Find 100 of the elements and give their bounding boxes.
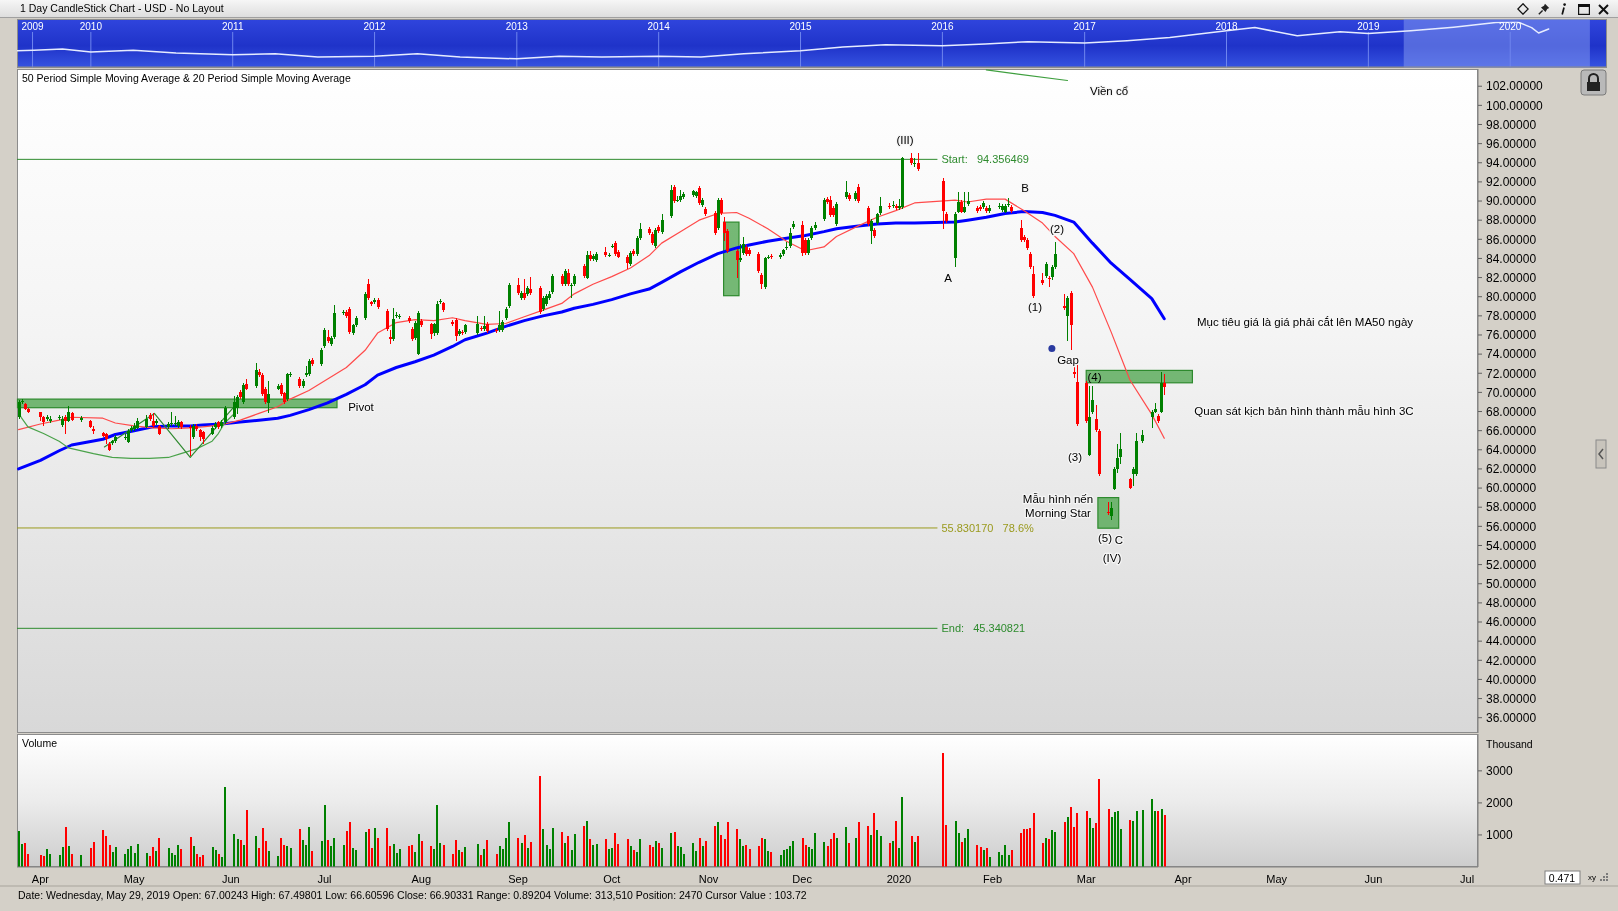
bar — [651, 847, 654, 867]
candlestick — [1107, 502, 1110, 515]
y-tick-label: 38.00000 — [1486, 691, 1537, 706]
bar — [224, 786, 227, 867]
bar — [386, 827, 389, 867]
bar — [195, 854, 198, 867]
bar — [529, 842, 532, 867]
x-tick-label: May — [123, 872, 145, 885]
bar — [870, 834, 873, 867]
bar — [18, 830, 20, 867]
ref-line-label: End: 45.340821 — [941, 622, 1026, 635]
bar — [520, 842, 523, 867]
bar — [792, 841, 795, 867]
chart-title: Volume — [22, 737, 58, 749]
annotation: Pivot — [348, 400, 375, 413]
bar — [1135, 811, 1138, 867]
y-tick-label: 80.00000 — [1486, 289, 1537, 304]
y-tick-label: 70.00000 — [1486, 385, 1537, 400]
bar — [199, 857, 202, 867]
bar — [1076, 813, 1079, 867]
bar — [614, 833, 617, 867]
x-tick-label: 2017 — [1073, 21, 1097, 32]
chart-title: 50 Period Simple Moving Average & 20 Period Simple Moving Average — [22, 72, 351, 84]
bar — [245, 810, 248, 867]
bar — [867, 825, 870, 867]
bar — [189, 836, 192, 867]
bar — [832, 833, 835, 867]
bar — [255, 835, 258, 867]
y-tick-label: 36.00000 — [1486, 710, 1537, 725]
y-tick-label: 72.00000 — [1486, 366, 1537, 381]
bar — [167, 848, 170, 867]
bar — [604, 838, 607, 867]
y-tick-label: 76.00000 — [1486, 328, 1537, 343]
bar — [46, 849, 49, 867]
bar — [854, 838, 857, 867]
x-tick-label: 2011 — [221, 21, 244, 32]
bar — [895, 820, 898, 867]
x-tick-label: 2015 — [789, 21, 813, 32]
annotation: Mẫu hình nến Morning Star — [1022, 493, 1094, 519]
bar — [526, 847, 529, 867]
bar — [420, 840, 423, 867]
bar — [848, 842, 851, 867]
bar — [764, 839, 767, 867]
ref-line-label: 55.830170 78.6% — [941, 521, 1035, 534]
y-tick-label: 42.00000 — [1486, 653, 1537, 668]
bar — [626, 839, 629, 867]
annotation: (5) — [1097, 532, 1113, 545]
y-tick-label: 94.00000 — [1486, 156, 1537, 171]
bar — [701, 846, 704, 867]
bar — [879, 835, 882, 867]
bar — [42, 856, 45, 867]
bar — [692, 842, 695, 867]
bar — [267, 850, 270, 867]
bar — [845, 827, 848, 867]
candlestick — [170, 412, 173, 426]
y-tick-label: 84.00000 — [1486, 251, 1537, 266]
x-tick-label: Aug — [411, 872, 432, 885]
bar — [1054, 832, 1057, 867]
bar — [539, 775, 542, 867]
bar — [136, 843, 139, 867]
y-tick-label: 90.00000 — [1486, 194, 1537, 209]
y-tick-label: 88.00000 — [1486, 213, 1537, 228]
bar — [1020, 833, 1023, 867]
bar — [698, 837, 701, 867]
bar — [111, 851, 114, 867]
bar — [542, 829, 545, 867]
y-tick-label: 68.00000 — [1486, 404, 1537, 419]
bar — [608, 849, 611, 867]
bar — [892, 840, 895, 867]
bar — [857, 822, 860, 867]
bar — [408, 846, 411, 867]
bar — [377, 838, 380, 867]
bar — [517, 837, 520, 867]
bar — [1141, 809, 1144, 867]
bar — [211, 847, 214, 867]
y-tick-label: 96.00000 — [1486, 136, 1537, 151]
bar — [629, 846, 632, 867]
y-tick-label: 48.00000 — [1486, 596, 1537, 611]
bar — [583, 825, 586, 867]
annotation: (1) — [1027, 301, 1043, 313]
annotation: Viền cổ — [1089, 84, 1129, 97]
x-tick-label: Apr — [31, 872, 50, 885]
bar — [661, 847, 664, 867]
bar — [917, 836, 920, 867]
y-tick-label: 86.00000 — [1486, 232, 1537, 247]
bar — [298, 829, 301, 867]
bar — [1026, 828, 1029, 867]
bar — [355, 850, 358, 867]
bar — [102, 830, 105, 867]
y-tick-label: 58.00000 — [1486, 500, 1537, 515]
annotation: A — [944, 271, 953, 284]
bar — [910, 835, 913, 867]
bar — [639, 839, 642, 867]
annotation: (2) — [1049, 223, 1065, 235]
x-tick-label: 2018 — [1215, 21, 1239, 32]
annotation: B — [1021, 181, 1030, 194]
bar — [192, 846, 195, 867]
bar — [736, 828, 739, 867]
bar — [1088, 817, 1091, 867]
y-tick-label: 60.00000 — [1486, 481, 1537, 496]
